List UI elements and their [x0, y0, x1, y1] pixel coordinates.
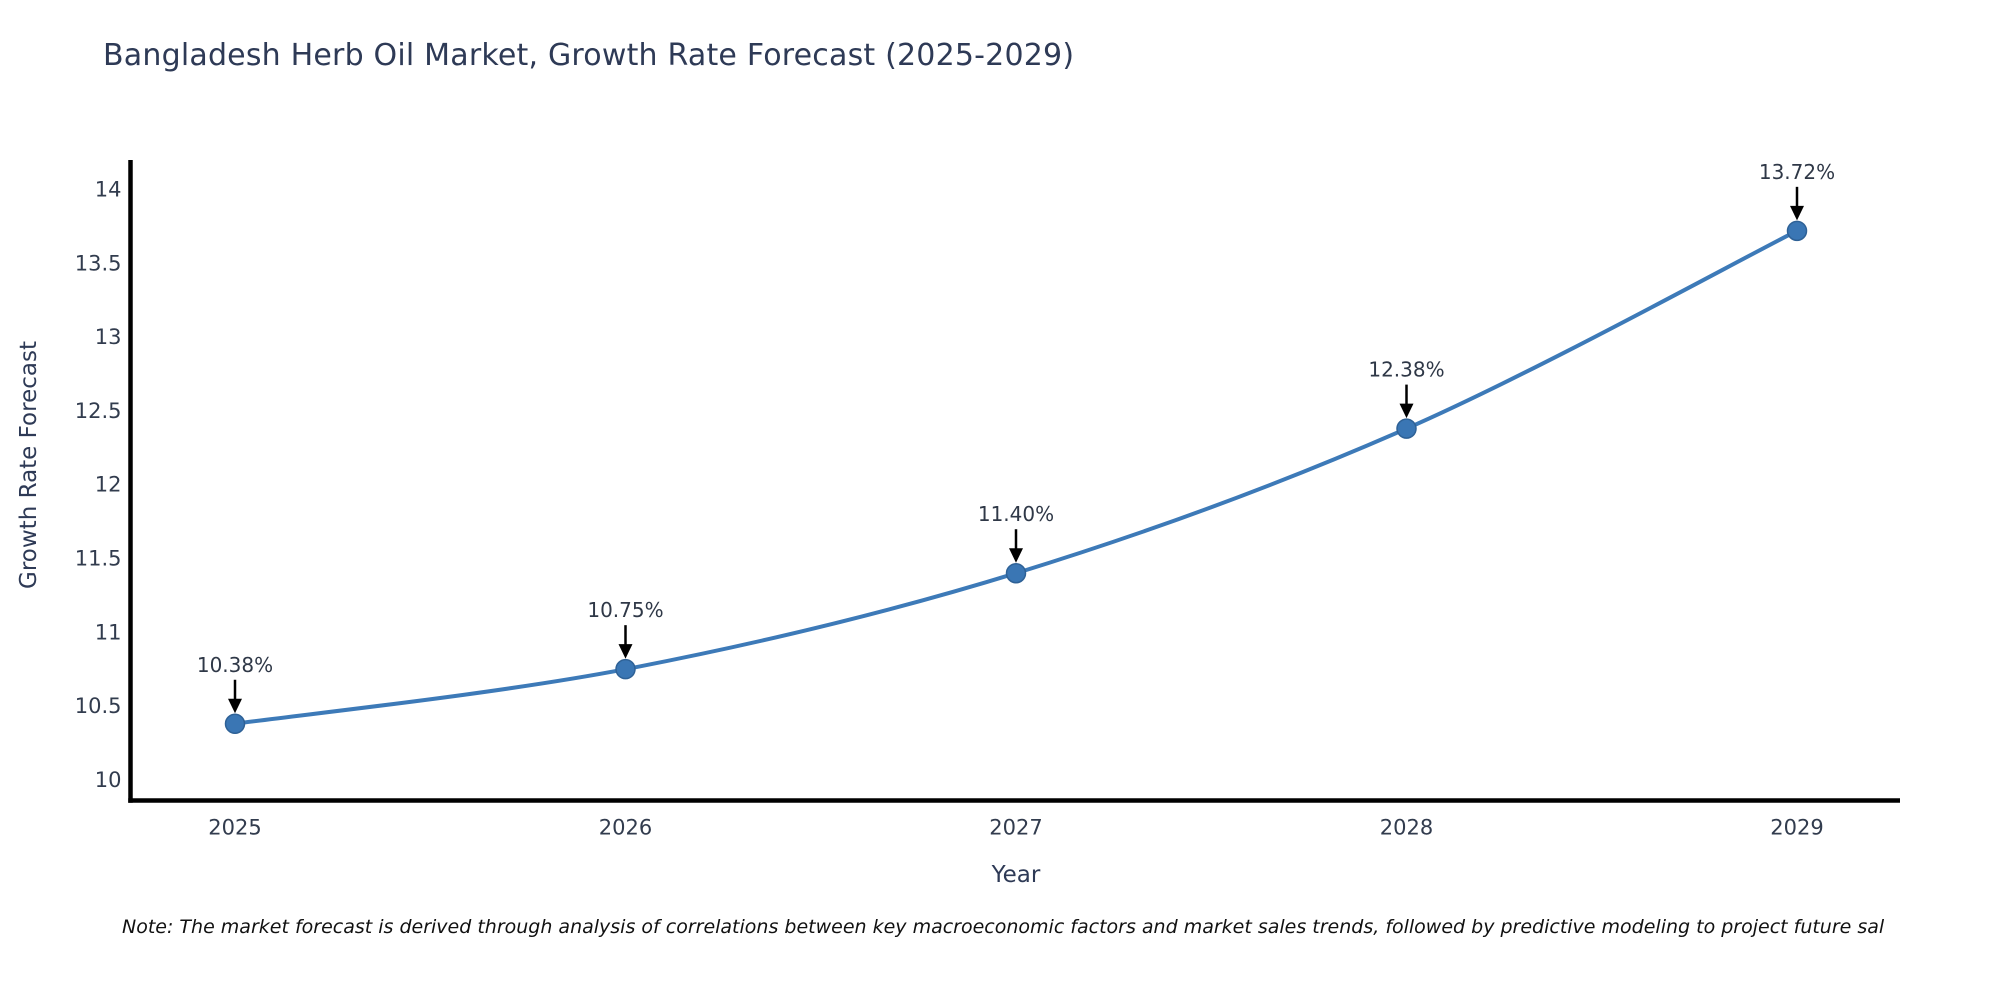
y-tick-label: 13 [95, 325, 122, 349]
x-tick-label: 2029 [1770, 816, 1823, 840]
annotation-arrowhead-icon [1399, 403, 1414, 419]
y-tick-label: 10.5 [75, 694, 122, 718]
y-axis-title: Growth Rate Forecast [16, 341, 42, 589]
x-tick-label: 2028 [1380, 816, 1433, 840]
point-value-label: 10.75% [587, 598, 663, 622]
y-tick-label: 13.5 [75, 251, 122, 275]
data-point-2026 [615, 658, 636, 680]
annotation-arrowhead-icon [618, 644, 633, 659]
growth-rate-line [233, 228, 1799, 726]
annotation-arrowhead-icon [1790, 205, 1804, 221]
annotation-arrowhead-icon [1009, 548, 1023, 563]
y-tick-label: 12.5 [75, 399, 122, 423]
data-point-2025 [224, 713, 246, 735]
x-tick-label: 2026 [599, 816, 652, 840]
line-series [224, 220, 1808, 735]
point-value-label: 10.38% [197, 653, 273, 677]
y-tick-label: 14 [95, 178, 122, 202]
y-tick-label: 12 [95, 473, 122, 497]
x-tick-label: 2027 [989, 816, 1042, 840]
chart-title: Bangladesh Herb Oil Market, Growth Rate … [103, 38, 1075, 73]
point-value-label: 11.40% [978, 502, 1054, 526]
y-tick-label: 10 [95, 768, 122, 792]
annotation-arrowhead-icon [228, 698, 242, 714]
x-axis-title: Year [991, 862, 1041, 888]
footnote: Note: The market forecast is derived thr… [122, 916, 1885, 938]
y-tick-label: 11 [95, 620, 122, 644]
point-value-label: 13.72% [1759, 160, 1835, 184]
y-tick-label: 11.5 [75, 546, 122, 570]
x-tick-label: 2025 [208, 816, 261, 840]
data-point-2027 [1005, 562, 1027, 584]
axes [128, 160, 1900, 803]
point-annotations: 10.38% 10.75% 11.40% 12.38% 13.72% [197, 160, 1835, 714]
data-point-2029 [1786, 220, 1808, 242]
tick-labels: 10 10.5 11 11.5 12 12.5 13 13.5 14 2025 2026 2027 20… [75, 178, 1824, 840]
data-point-2028 [1396, 418, 1417, 439]
point-value-label: 12.38% [1368, 358, 1444, 382]
